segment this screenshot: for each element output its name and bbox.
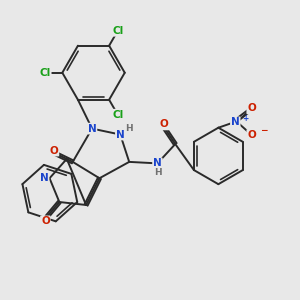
Text: O: O: [160, 119, 169, 129]
Text: H: H: [125, 124, 133, 133]
Text: N: N: [40, 173, 49, 183]
Text: H: H: [154, 168, 162, 177]
Text: +: +: [242, 114, 248, 123]
Text: O: O: [50, 146, 58, 156]
Text: N: N: [231, 117, 240, 128]
Text: O: O: [247, 130, 256, 140]
Text: Cl: Cl: [40, 68, 51, 78]
Text: O: O: [41, 216, 50, 226]
Text: O: O: [247, 103, 256, 113]
Text: N: N: [153, 158, 162, 168]
Text: Cl: Cl: [112, 26, 123, 36]
Text: N: N: [116, 130, 125, 140]
Text: Cl: Cl: [112, 110, 123, 120]
Text: −: −: [260, 126, 267, 135]
Text: N: N: [88, 124, 96, 134]
